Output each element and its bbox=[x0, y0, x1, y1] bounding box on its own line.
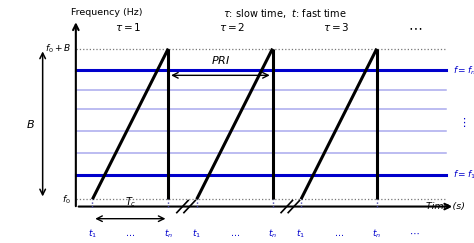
Text: $\tau = 1$: $\tau = 1$ bbox=[115, 21, 141, 33]
Text: $\cdots$: $\cdots$ bbox=[125, 229, 136, 238]
Text: $t_1$: $t_1$ bbox=[192, 227, 201, 240]
Text: $\cdots$: $\cdots$ bbox=[334, 229, 344, 238]
Text: $f = f_n$: $f = f_n$ bbox=[453, 64, 474, 77]
Text: $\cdots$: $\cdots$ bbox=[408, 20, 422, 34]
Text: $f = f_1$: $f = f_1$ bbox=[453, 169, 474, 181]
Text: $f_0$: $f_0$ bbox=[62, 193, 71, 206]
Text: $t_1$: $t_1$ bbox=[296, 227, 306, 240]
Text: $\cdots$: $\cdots$ bbox=[410, 228, 420, 238]
Text: Frequency (Hz): Frequency (Hz) bbox=[71, 8, 143, 17]
Text: $\mathit{PRI}$: $\mathit{PRI}$ bbox=[211, 54, 230, 66]
Text: Time (s): Time (s) bbox=[426, 202, 465, 211]
Text: $\tau$: slow time,  $t$: fast time: $\tau$: slow time, $t$: fast time bbox=[223, 7, 346, 20]
Text: $t_n$: $t_n$ bbox=[268, 227, 277, 240]
Text: $\cdots$: $\cdots$ bbox=[229, 229, 240, 238]
Text: $\tau = 3$: $\tau = 3$ bbox=[323, 21, 350, 33]
Text: $\vdots$: $\vdots$ bbox=[458, 116, 466, 129]
Text: $t_n$: $t_n$ bbox=[164, 227, 173, 240]
Text: $B$: $B$ bbox=[27, 118, 35, 130]
Text: $f_0 + B$: $f_0 + B$ bbox=[45, 42, 71, 55]
Text: $\tau = 2$: $\tau = 2$ bbox=[219, 21, 246, 33]
Text: $t_1$: $t_1$ bbox=[88, 227, 97, 240]
Text: $T_c$: $T_c$ bbox=[125, 195, 136, 209]
Text: $t_n$: $t_n$ bbox=[372, 227, 382, 240]
